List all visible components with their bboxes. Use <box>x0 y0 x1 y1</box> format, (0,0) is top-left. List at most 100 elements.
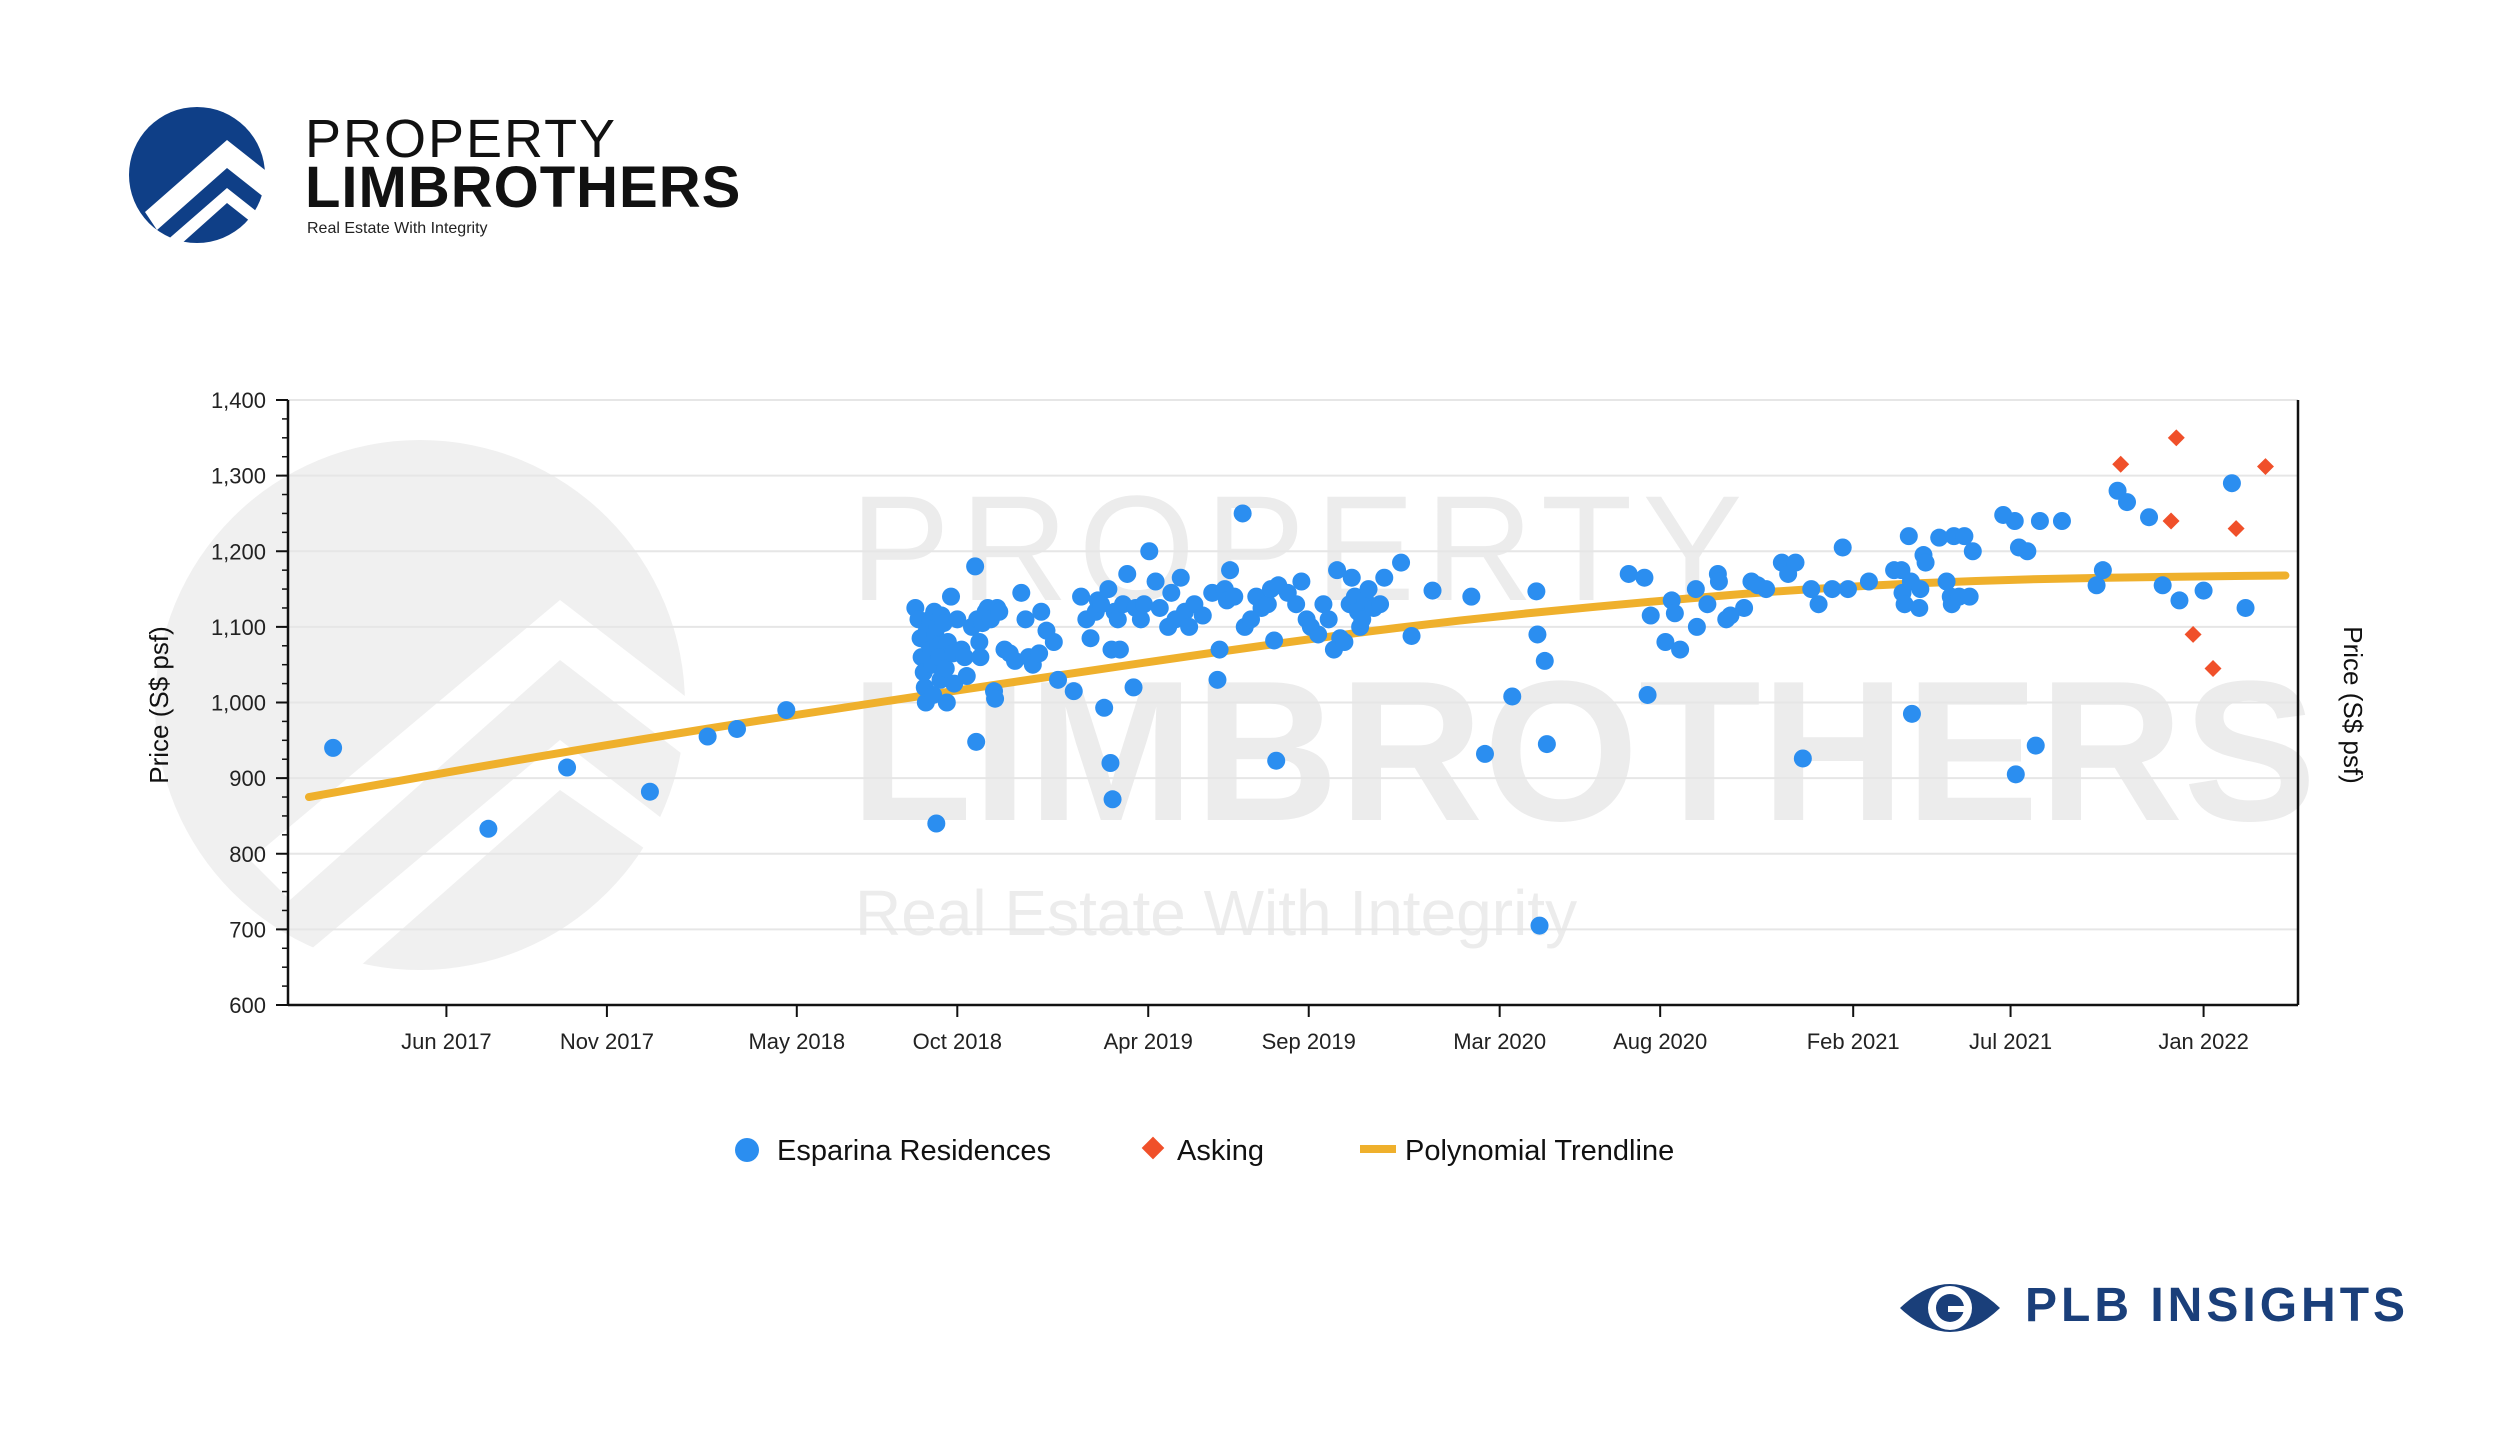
sale-point <box>324 738 343 757</box>
sale-point <box>1937 572 1956 591</box>
sale-point <box>1221 561 1240 580</box>
sale-point <box>2170 591 2189 610</box>
sale-point <box>1423 581 1442 600</box>
legend-marker-asking <box>1141 1136 1165 1160</box>
sale-point <box>2006 765 2025 784</box>
x-tick-label: Apr 2019 <box>1104 1029 1193 1054</box>
sale-point <box>698 727 717 746</box>
sale-point <box>1721 606 1740 625</box>
sale-point <box>937 693 956 712</box>
brand-name-line-1: PROPERTY <box>305 109 618 169</box>
sale-point <box>1328 561 1347 580</box>
sale-point <box>1671 640 1690 659</box>
sale-point <box>777 701 796 720</box>
sale-point <box>2194 581 2213 600</box>
sale-point <box>1638 685 1657 704</box>
watermark-tagline: Real Estate With Integrity <box>855 877 1577 949</box>
sale-point <box>986 689 1005 708</box>
sale-point <box>1072 587 1091 606</box>
sale-point <box>2222 474 2241 493</box>
asking-point <box>2184 625 2202 643</box>
y-tick-label: 900 <box>229 766 266 791</box>
brand-logo: PROPERTY LIMBROTHERS Real Estate With In… <box>125 100 740 260</box>
x-tick-label: Jan 2022 <box>2158 1029 2249 1054</box>
x-tick-label: Jul 2021 <box>1969 1029 2052 1054</box>
sale-point <box>1757 580 1776 599</box>
y-tick-label: 800 <box>229 842 266 867</box>
sale-point <box>1823 580 1842 599</box>
asking-point <box>2162 512 2180 530</box>
x-tick-label: May 2018 <box>748 1029 845 1054</box>
brand-logo-icon <box>129 107 265 245</box>
sale-point <box>1802 580 1821 599</box>
sale-point <box>2087 576 2106 595</box>
y-axis-title-left: Price (S$ psf) <box>144 626 174 784</box>
sale-point <box>948 610 967 629</box>
x-tick-label: Feb 2021 <box>1807 1029 1900 1054</box>
sale-point <box>1641 606 1660 625</box>
insights-label: PLB INSIGHTS <box>2025 1279 2410 1332</box>
x-tick-label: Aug 2020 <box>1613 1029 1707 1054</box>
sale-point <box>924 685 943 704</box>
sale-point <box>727 719 746 738</box>
legend-label-trendline: Polynomial Trendline <box>1405 1135 1674 1167</box>
sale-point <box>990 602 1009 621</box>
y-tick-label: 1,200 <box>211 539 266 564</box>
sale-point <box>1709 572 1728 591</box>
sale-point <box>1902 704 1921 723</box>
sale-point <box>942 587 961 606</box>
sale-point <box>2118 493 2137 512</box>
sale-point <box>1146 572 1165 591</box>
sale-point <box>2153 576 2172 595</box>
sale-point <box>955 648 974 667</box>
sale-point <box>1687 617 1706 636</box>
eye-icon <box>1900 1284 2000 1332</box>
watermark-line-2: LIMBROTHERS <box>850 640 2317 863</box>
sale-point <box>1535 651 1554 670</box>
trendline-series <box>304 571 2290 802</box>
sale-point <box>1292 572 1311 591</box>
asking-point <box>2112 455 2130 473</box>
sale-point <box>1955 527 1974 546</box>
sale-point <box>1267 751 1286 770</box>
y-axis-title-right: Price (S$ psf) <box>2338 626 2368 784</box>
sales-series <box>324 474 2255 935</box>
grid-lines <box>288 399 2298 931</box>
watermark: PROPERTY LIMBROTHERS Real Estate With In… <box>155 440 2317 975</box>
sale-point <box>1016 610 1035 629</box>
y-tick-label: 1,300 <box>211 464 266 489</box>
sale-point <box>2052 512 2071 530</box>
sale-point <box>1030 644 1049 663</box>
sale-point <box>1375 568 1394 587</box>
sale-point <box>640 782 659 801</box>
sale-point <box>1180 617 1199 636</box>
sale-point <box>1537 735 1556 754</box>
sale-point <box>1911 580 1930 599</box>
asking-point <box>2256 458 2274 476</box>
sale-point <box>1118 564 1137 583</box>
sale-point <box>1064 682 1083 701</box>
sale-point <box>1131 610 1150 629</box>
sale-point <box>1162 583 1181 602</box>
sale-point <box>1099 580 1118 599</box>
sale-point <box>1635 568 1654 587</box>
sale-point <box>967 732 986 751</box>
sale-point <box>1101 754 1120 772</box>
sale-point <box>1910 598 1929 617</box>
sale-point <box>1005 651 1024 670</box>
sale-point <box>558 758 577 777</box>
sale-point <box>934 614 953 633</box>
sale-point <box>1960 587 1979 606</box>
sale-point <box>1032 602 1051 621</box>
asking-point <box>2227 520 2245 538</box>
asking-point <box>2167 429 2185 447</box>
axes <box>276 399 2300 1017</box>
sale-point <box>1859 572 1878 591</box>
sale-point <box>1838 580 1857 599</box>
sale-point <box>966 557 985 576</box>
sale-point <box>1044 633 1063 651</box>
insights-logo: PLB INSIGHTS <box>1895 1268 2415 1348</box>
sale-point <box>1786 553 1805 572</box>
sale-point <box>1528 625 1547 644</box>
sale-point <box>1353 610 1372 629</box>
